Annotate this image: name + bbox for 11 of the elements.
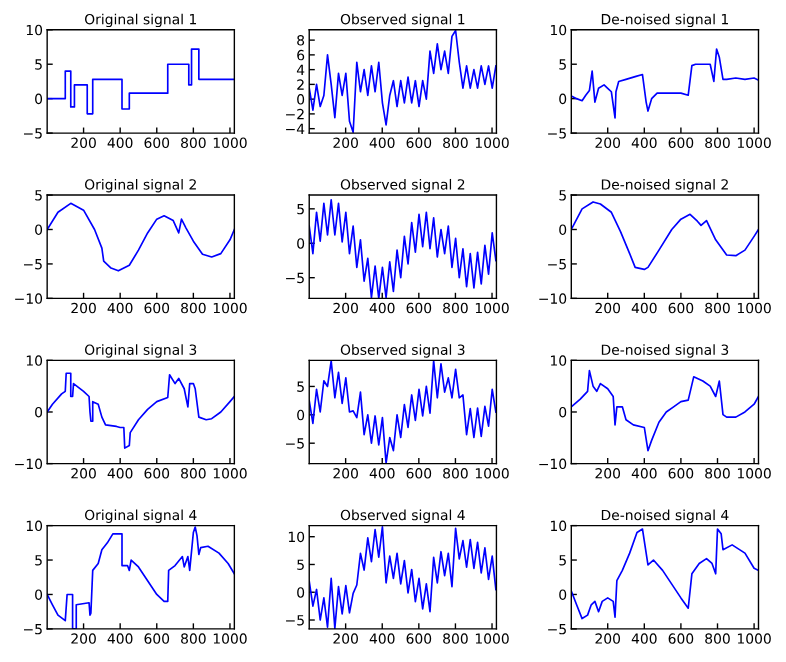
- line-series: [47, 526, 235, 629]
- line-series: [309, 29, 497, 134]
- line-series: [571, 369, 759, 452]
- line-series: [47, 202, 235, 272]
- line-series: [571, 48, 759, 119]
- line-series: [47, 48, 235, 115]
- line-series: [47, 372, 235, 449]
- line-series: [571, 201, 759, 271]
- line-series: [309, 199, 497, 299]
- line-series: [309, 525, 497, 629]
- line-series: [309, 360, 497, 464]
